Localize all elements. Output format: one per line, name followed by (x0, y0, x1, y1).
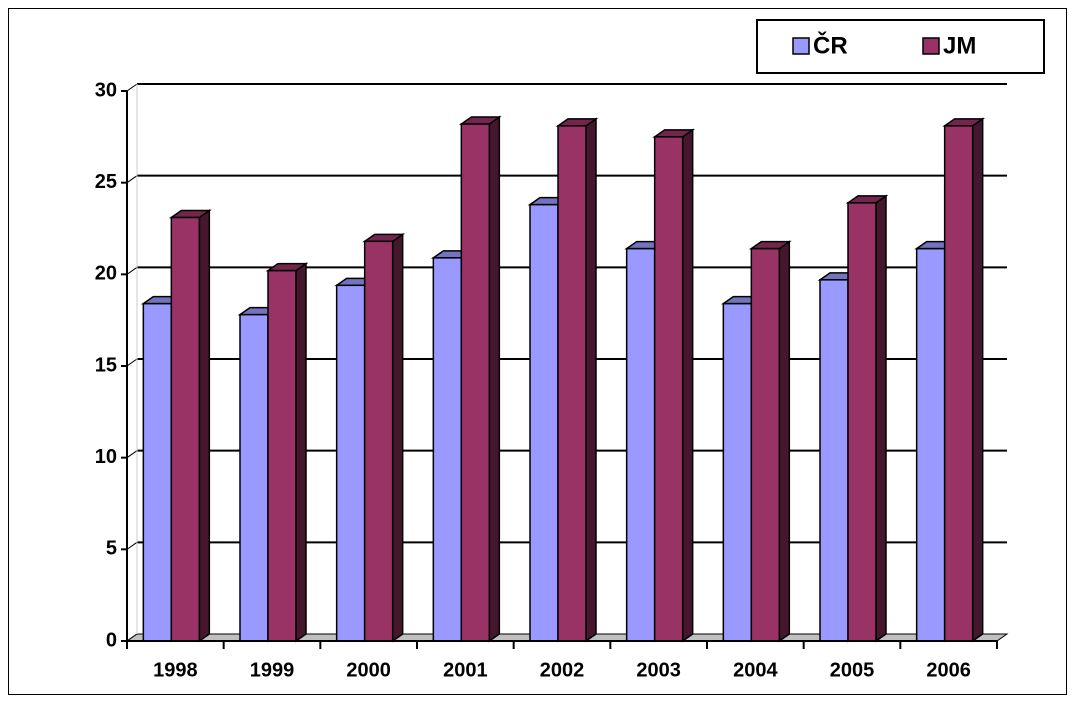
bar (943, 125, 974, 642)
x-tick-label: 2002 (540, 659, 585, 681)
y-tick-label: 20 (95, 263, 117, 285)
x-tick-label: 2000 (346, 659, 391, 681)
bar-side (295, 262, 307, 643)
bar-side (585, 117, 597, 643)
bar (529, 203, 559, 642)
bar (142, 302, 173, 642)
y-tick-label: 0 (106, 629, 117, 651)
bar-side (488, 115, 501, 643)
bar (335, 284, 366, 642)
bar (819, 279, 849, 642)
x-tick-label: 2006 (926, 659, 971, 681)
grid-diagonal (126, 175, 138, 184)
y-tick-label: 15 (95, 354, 117, 376)
grid-diagonal (126, 450, 138, 459)
x-tick-label: 2004 (733, 659, 778, 681)
bar (625, 247, 656, 642)
legend-swatch (792, 37, 810, 55)
bar-side (778, 240, 791, 643)
y-tick-label: 25 (95, 171, 117, 193)
grid-diagonal (126, 266, 138, 275)
bar (460, 123, 491, 642)
bar-side (391, 232, 404, 643)
grid-diagonal (126, 541, 138, 550)
legend-swatch (922, 37, 940, 55)
bar-side (875, 194, 887, 643)
x-tick-label: 1998 (153, 659, 198, 681)
x-tick-label: 2005 (830, 659, 875, 681)
y-tick-label: 5 (106, 538, 117, 560)
y-tick-label: 10 (95, 446, 117, 468)
bar (170, 216, 201, 642)
bar (847, 202, 877, 642)
grid-diagonal (126, 83, 138, 92)
bar (363, 240, 394, 642)
bar (750, 247, 781, 642)
x-tick-label: 2003 (636, 659, 681, 681)
bar (915, 247, 946, 642)
bar (432, 257, 463, 642)
bar-side (681, 128, 694, 643)
legend-label: JM (943, 32, 976, 59)
grid-diagonal (126, 358, 138, 367)
bar (557, 125, 587, 642)
bar (267, 269, 297, 642)
x-tick-label: 1999 (250, 659, 295, 681)
bar-side (198, 209, 211, 643)
bar (239, 313, 269, 642)
legend-label: ČR (813, 31, 848, 59)
bar-side (971, 117, 984, 643)
x-tick-label: 2001 (443, 659, 488, 681)
bar (653, 136, 684, 642)
bar (722, 302, 753, 642)
y-tick-label: 30 (95, 79, 117, 101)
